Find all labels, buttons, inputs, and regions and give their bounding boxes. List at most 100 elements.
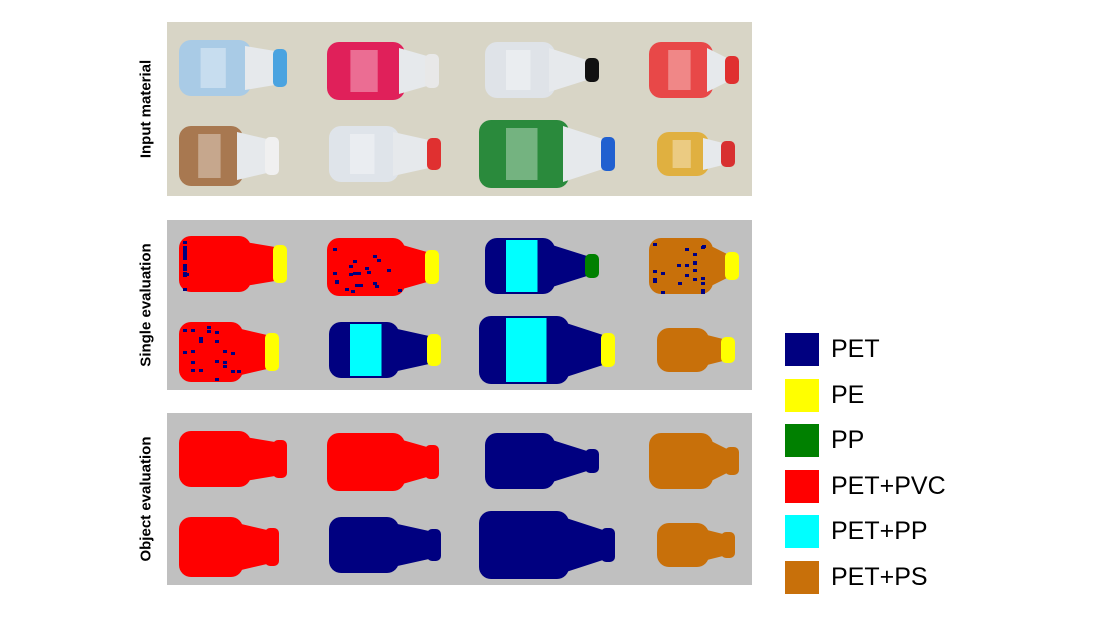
speckle (333, 272, 337, 275)
speckle (357, 272, 361, 275)
speckle (183, 241, 187, 244)
speckle (693, 253, 697, 256)
bottle-cap (265, 137, 279, 175)
speckle (231, 370, 235, 373)
legend-label: PP (831, 426, 865, 455)
bottle-neck (703, 138, 723, 170)
bottle-cap (585, 254, 599, 278)
speckle (183, 288, 187, 291)
bottle-photo (329, 126, 441, 182)
speckle (183, 257, 187, 260)
bottle-body (649, 42, 713, 98)
speckle (353, 272, 357, 275)
speckle (701, 277, 705, 280)
bottle-object-evaluation (485, 433, 599, 489)
speckle (661, 291, 665, 294)
speckle (653, 270, 657, 273)
bottle-single-evaluation (649, 238, 739, 294)
speckle (359, 284, 363, 287)
speckle (701, 246, 705, 249)
bottle-cap (601, 528, 615, 562)
bottle-cap (725, 447, 739, 475)
speckle (345, 288, 349, 291)
speckle (223, 350, 227, 353)
speckle (207, 330, 211, 333)
bottle-object-evaluation (179, 517, 279, 577)
label-highlight (668, 50, 691, 90)
object-evaluation-map (167, 413, 752, 585)
band-region (506, 240, 538, 292)
bottle-single-evaluation (657, 328, 735, 372)
legend-swatch (785, 333, 819, 367)
bottle-neck (563, 126, 603, 182)
legend: PET PE PP PET+PVC PET+PP PET+PS (785, 327, 946, 600)
legend-swatch (785, 469, 819, 503)
speckle (685, 248, 689, 251)
bottle-body (485, 42, 555, 98)
legend-label: PET+PS (831, 562, 928, 591)
label-highlight (506, 128, 538, 180)
bottle-neck (237, 328, 267, 376)
speckle (349, 273, 353, 276)
bottle-neck (399, 439, 427, 485)
bottle-object-evaluation (329, 517, 441, 573)
single-evaluation-panel (167, 220, 752, 390)
bottle-cap (721, 337, 735, 363)
bottle-neck (245, 437, 275, 481)
bottle-neck (393, 132, 429, 176)
speckle (373, 282, 377, 285)
legend-item-pet: PET (785, 327, 946, 373)
bottle-body (485, 433, 555, 489)
bottle-single-evaluation (179, 236, 287, 292)
bottle-neck (707, 48, 727, 92)
bottle-cap (265, 333, 279, 371)
bottle-body (657, 328, 709, 372)
speckle (653, 280, 657, 283)
bottle-body (179, 40, 251, 96)
bottle-cap (601, 333, 615, 367)
legend-swatch (785, 515, 819, 549)
bottle-body (327, 433, 405, 491)
bottle-body (329, 126, 399, 182)
bottle-neck (237, 523, 267, 571)
speckle (215, 331, 219, 334)
bottle-cap (427, 138, 441, 170)
label-highlight (672, 140, 691, 168)
legend-label: PET (831, 335, 880, 364)
bottle-neck (245, 242, 275, 286)
bottle-neck (393, 523, 429, 567)
bottle-photo (479, 120, 615, 188)
speckle (183, 264, 187, 267)
label-highlight (200, 48, 226, 88)
bottle-cap (721, 141, 735, 167)
single-evaluation-map (167, 220, 752, 390)
speckle (375, 285, 379, 288)
bottle-object-evaluation (327, 433, 439, 491)
speckle (183, 248, 187, 251)
bottle-neck (549, 244, 587, 288)
label-highlight (506, 50, 531, 90)
bottle-object-evaluation (179, 431, 287, 487)
bottle-cap (425, 250, 439, 284)
bottle-body (649, 433, 713, 489)
bottle-cap (601, 137, 615, 171)
speckle (387, 269, 391, 272)
speckle (398, 289, 402, 292)
legend-item-pe: PE (785, 373, 946, 419)
speckle (183, 246, 187, 249)
bottle-body (479, 120, 569, 188)
speckle (373, 255, 377, 258)
band-region (506, 318, 547, 382)
bottle-neck (399, 48, 427, 94)
bottle-cap (425, 54, 439, 88)
speckle (215, 340, 219, 343)
bottle-photo (485, 42, 599, 98)
bottle-cap (273, 440, 287, 478)
bottle-cap (725, 56, 739, 84)
label-highlight (198, 134, 221, 178)
speckle (231, 352, 235, 355)
speckle (677, 264, 681, 267)
label-highlight (350, 134, 375, 174)
bottle-neck (393, 328, 429, 372)
bottle-cap (721, 532, 735, 558)
